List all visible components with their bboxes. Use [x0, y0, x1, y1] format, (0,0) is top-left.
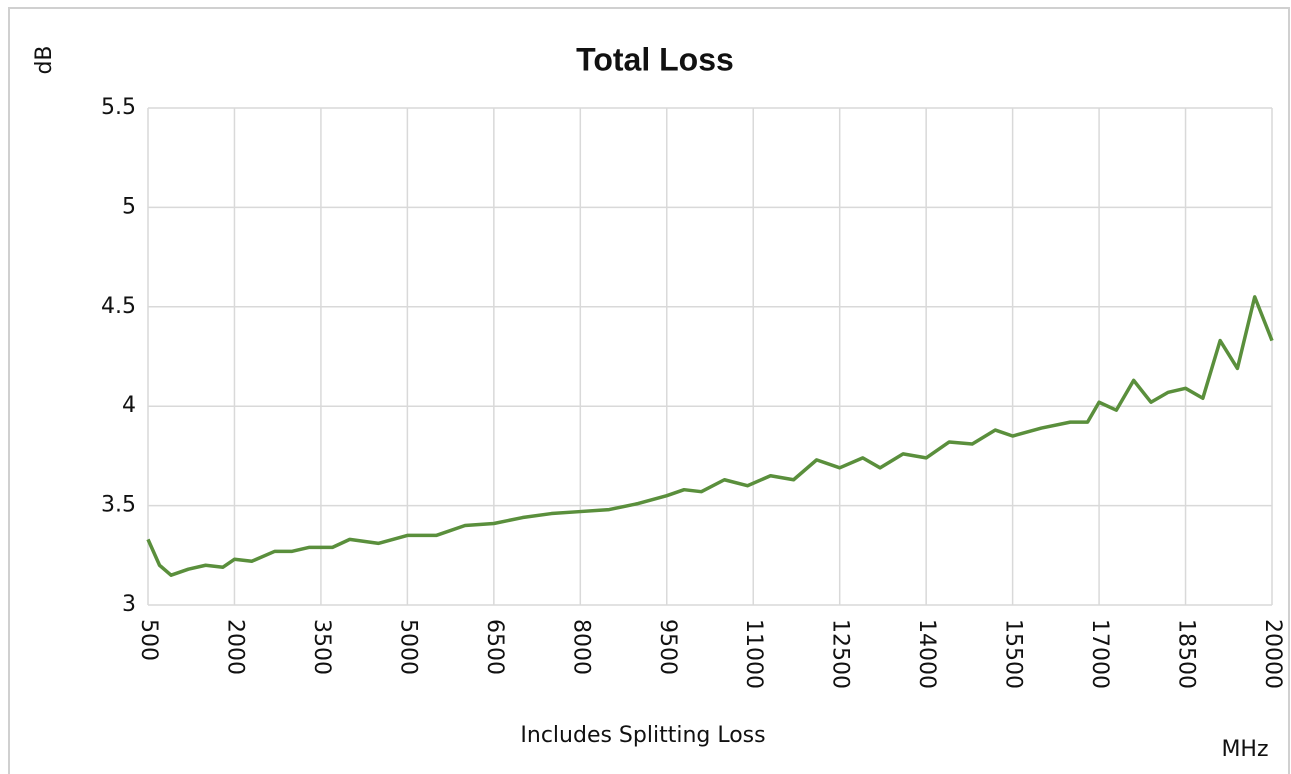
- x-tick-label: 17000: [1087, 619, 1112, 689]
- y-axis-label: dB: [32, 45, 57, 74]
- data-line: [146, 295, 1274, 577]
- chart-title: Total Loss: [576, 41, 734, 77]
- x-tick-label: 6500: [482, 619, 507, 675]
- x-tick-label: 18500: [1174, 619, 1199, 689]
- y-tick-label: 3: [122, 592, 136, 617]
- x-tick-label: 14000: [914, 619, 939, 689]
- x-tick-label: 3500: [309, 619, 334, 675]
- x-axis-label: MHz: [1221, 737, 1268, 762]
- x-tick-label: 5000: [395, 619, 420, 675]
- x-tick-label: 11000: [741, 619, 766, 689]
- x-tick-label: 500: [136, 619, 161, 661]
- frame: [8, 7, 1290, 774]
- x-tick-label: 15500: [1001, 619, 1026, 689]
- annotation: Includes Splitting Loss: [520, 723, 765, 748]
- y-tick-label: 5: [122, 194, 136, 219]
- x-tick-label: 9500: [655, 619, 680, 675]
- y-tick-label: 5.5: [101, 95, 136, 120]
- y-tick-label: 4.5: [101, 294, 136, 319]
- x-tick-label: 2000: [222, 619, 247, 675]
- y-tick-label: 4: [122, 393, 136, 418]
- x-tick-label: 20000: [1260, 619, 1285, 689]
- y-tick-label: 3.5: [101, 493, 136, 518]
- x-tick-label: 8000: [568, 619, 593, 675]
- x-tick-label: 12500: [828, 619, 853, 689]
